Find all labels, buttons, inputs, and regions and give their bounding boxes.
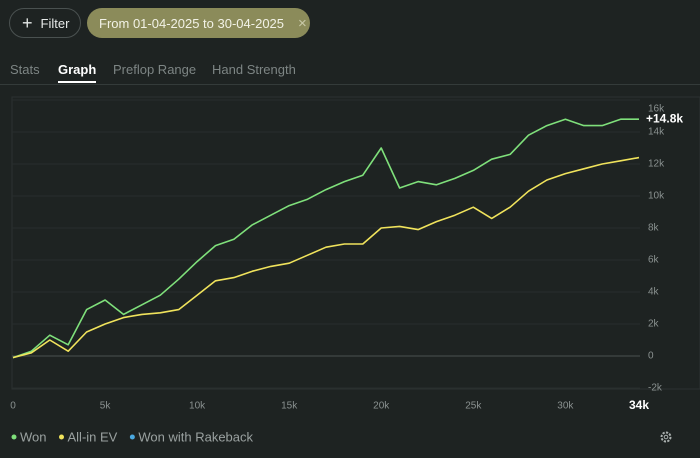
y-tick-label: 16k bbox=[648, 104, 665, 115]
tab[interactable]: Preflop Range bbox=[113, 62, 197, 77]
x-tick-label: 10k bbox=[189, 401, 206, 412]
tab[interactable]: Hand Strength bbox=[212, 62, 296, 77]
plus-icon: + bbox=[22, 12, 33, 33]
y-tick-label: 6k bbox=[648, 255, 660, 266]
y-tick-label: 12k bbox=[648, 159, 665, 170]
settings-icon[interactable] bbox=[660, 431, 672, 443]
filter-button[interactable]: + Filter bbox=[9, 8, 81, 38]
filter-label: Filter bbox=[40, 15, 70, 31]
x-tick-label: 30k bbox=[557, 401, 574, 412]
tab-active[interactable]: Graph bbox=[58, 62, 97, 83]
legend-dot bbox=[59, 434, 64, 440]
close-icon[interactable]: × bbox=[298, 14, 307, 32]
y-tick-label: 14k bbox=[648, 127, 665, 138]
y-tick-label: -2k bbox=[648, 383, 663, 394]
y-tick-label: 10k bbox=[648, 191, 665, 202]
x-tick-label: 5k bbox=[100, 401, 112, 412]
y-tick-label: 0 bbox=[648, 351, 654, 362]
y-tick-label: 2k bbox=[648, 319, 660, 330]
end-label: +14.8k bbox=[646, 111, 683, 125]
date-chip[interactable]: From 01-04-2025 to 30-04-2025 × bbox=[87, 8, 310, 38]
legend-label: Won bbox=[20, 429, 47, 444]
legend-label: Won with Rakeback bbox=[138, 429, 253, 444]
series-line bbox=[12, 156, 640, 359]
tab[interactable]: Stats bbox=[10, 62, 40, 77]
plot-frame bbox=[11, 96, 700, 390]
divider bbox=[0, 84, 700, 85]
date-label: From 01-04-2025 to 30-04-2025 bbox=[99, 15, 285, 31]
legend-dot bbox=[129, 434, 135, 440]
y-tick-label: 8k bbox=[648, 223, 660, 234]
x-tick-label: 0 bbox=[10, 401, 16, 412]
series-line bbox=[12, 118, 639, 359]
x-tick-label: 34k bbox=[629, 398, 649, 412]
y-tick-label: 4k bbox=[648, 287, 660, 298]
legend-label: All-in EV bbox=[68, 429, 118, 444]
x-tick-label: 20k bbox=[373, 401, 390, 412]
x-tick-label: 25k bbox=[465, 401, 482, 412]
legend-dot bbox=[11, 434, 17, 440]
x-tick-label: 15k bbox=[281, 401, 298, 412]
